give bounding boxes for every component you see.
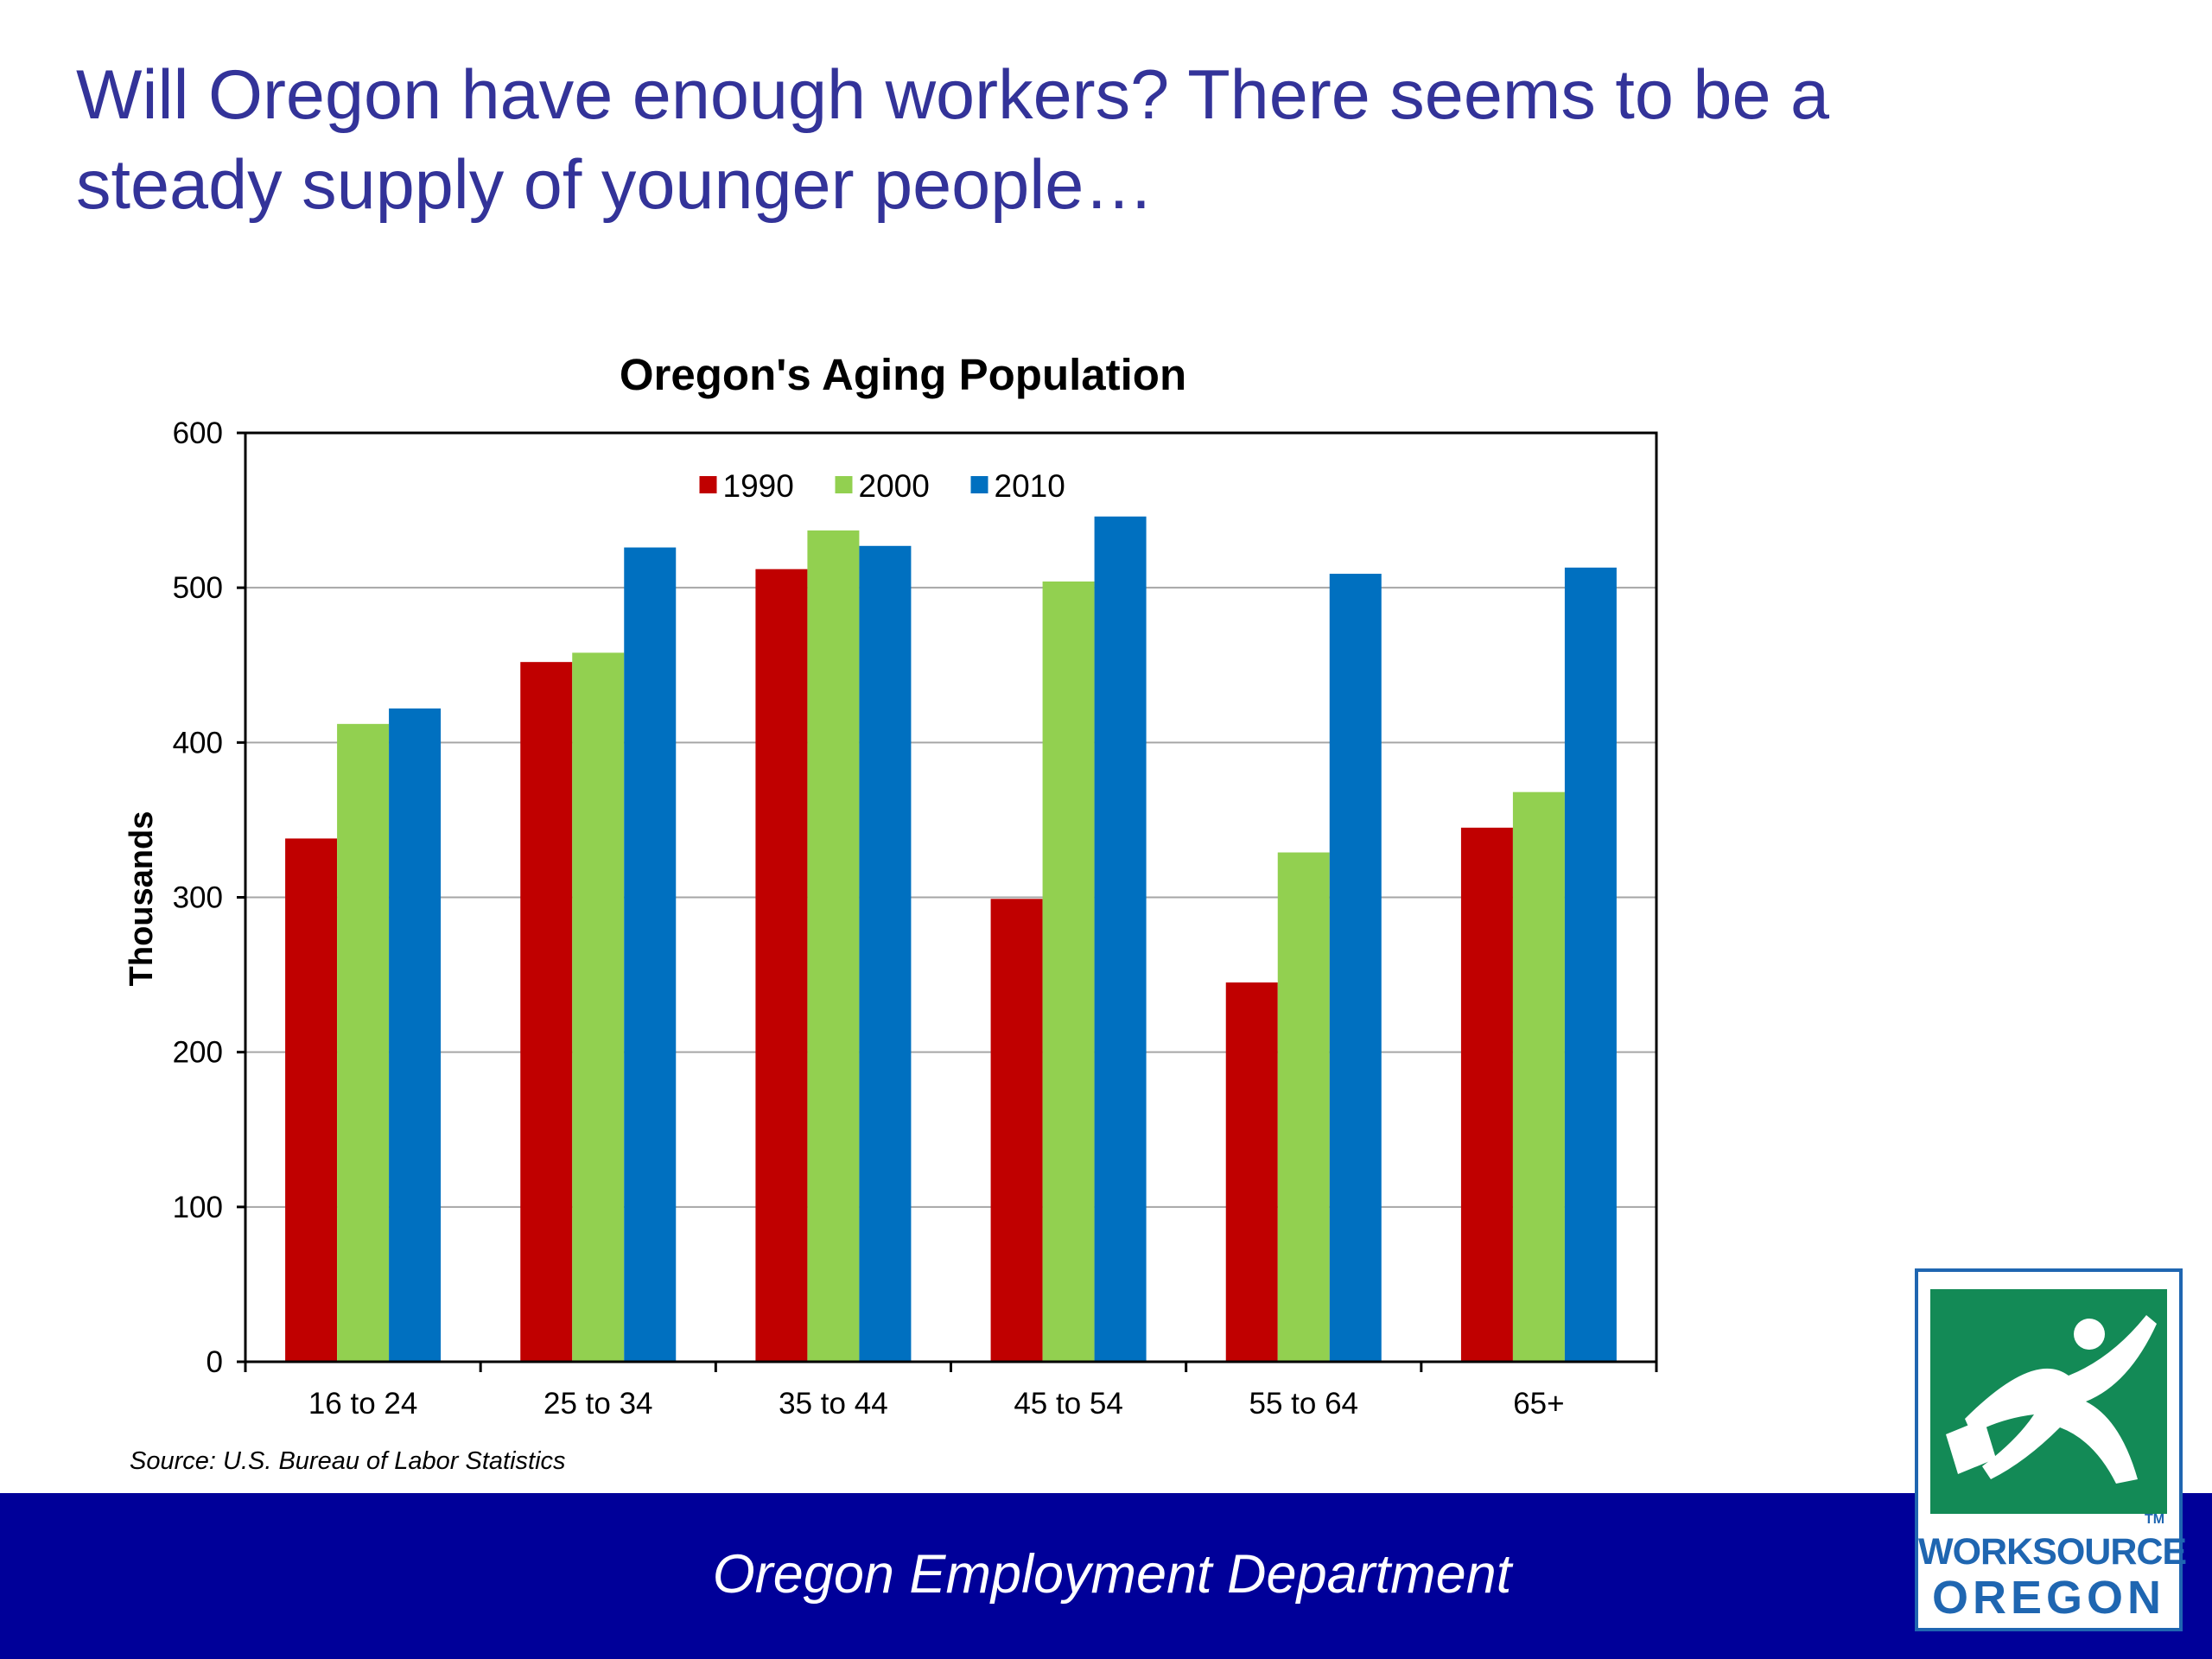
gridlines [245, 587, 1656, 1208]
x-tick-label: 16 to 24 [308, 1387, 418, 1421]
x-tick-label: 45 to 54 [1014, 1387, 1123, 1421]
bar-1990 [755, 569, 808, 1362]
worksource-oregon-logo-icon [1930, 1289, 2167, 1514]
y-tick-label: 200 [173, 1036, 223, 1070]
slide-title: Will Oregon have enough workers? There s… [76, 50, 2063, 230]
y-tick-label: 100 [173, 1191, 223, 1224]
bar-2000 [1277, 852, 1330, 1362]
y-tick-label: 300 [173, 881, 223, 915]
logo-text-oregon: OREGON [1931, 1572, 2166, 1624]
y-axis-label: Thousands [124, 811, 160, 987]
legend-swatch-2010 [970, 476, 988, 493]
bar-2000 [572, 652, 625, 1362]
x-tick-label: 65+ [1513, 1387, 1564, 1421]
bar-2010 [1094, 516, 1147, 1362]
bar-2000 [337, 723, 390, 1362]
y-tick-label: 400 [173, 726, 223, 760]
logo-trademark: TM [2145, 1512, 2165, 1527]
bar-2010 [859, 545, 912, 1362]
legend-label-1990: 1990 [723, 468, 794, 504]
bar-2010 [1564, 567, 1617, 1362]
source-note: Source: U.S. Bureau of Labor Statistics [130, 1447, 566, 1475]
y-tick-label: 500 [173, 571, 223, 605]
worksource-oregon-logo: TM WORKSOURCE OREGON [1915, 1268, 2187, 1631]
bar-2000 [1512, 791, 1565, 1362]
slide-title-line-2: steady supply of younger people… [76, 146, 1154, 224]
x-tick-label: 55 to 64 [1249, 1387, 1359, 1421]
logo-text-worksource: WORKSOURCE [1918, 1531, 2187, 1573]
bar-1990 [520, 662, 573, 1362]
bar-2010 [624, 547, 677, 1362]
legend: 1990 2000 2010 [699, 468, 1065, 504]
bars [285, 516, 1617, 1362]
bar-2010 [389, 708, 442, 1362]
bar-1990 [1225, 982, 1278, 1362]
bar-2000 [1042, 582, 1095, 1362]
y-tick-label: 600 [173, 416, 223, 450]
bar-1990 [285, 838, 338, 1362]
bar-chart: Oregon's Aging Population Thousands 0 100… [124, 350, 1658, 1475]
bar-2000 [807, 530, 860, 1362]
legend-label-2000: 2000 [859, 468, 930, 504]
bar-2010 [1329, 574, 1382, 1362]
footer-text: Oregon Employment Department [712, 1544, 1512, 1605]
axis-ticks: 0 100 200 300 400 500 600 16 to 24 25 to 34 35 to… [173, 416, 1658, 1421]
legend-swatch-1990 [699, 476, 717, 493]
bar-1990 [1460, 827, 1513, 1362]
legend-swatch-2000 [835, 476, 853, 493]
footer-bar [0, 1493, 2212, 1659]
x-tick-label: 25 to 34 [543, 1387, 653, 1421]
legend-label-2010: 2010 [995, 468, 1065, 504]
y-tick-label: 0 [207, 1345, 223, 1379]
bar-1990 [990, 899, 1043, 1362]
slide-title-line-1: Will Oregon have enough workers? There s… [76, 56, 1830, 134]
x-tick-label: 35 to 44 [779, 1387, 888, 1421]
chart-title: Oregon's Aging Population [620, 350, 1186, 399]
